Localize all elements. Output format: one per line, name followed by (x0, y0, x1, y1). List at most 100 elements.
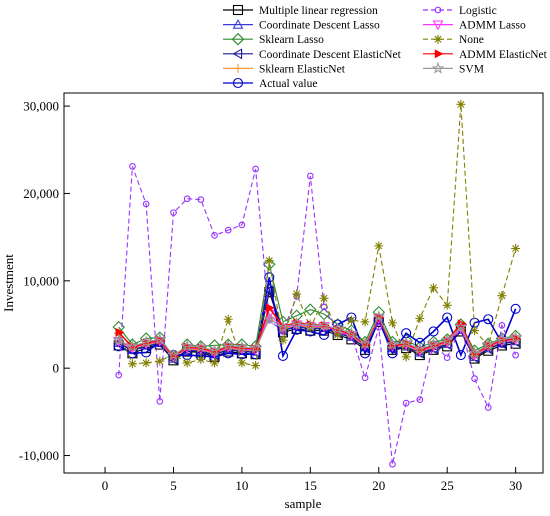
plot-area-frame (63, 92, 544, 474)
legend-item-none: None (423, 34, 484, 46)
legend-label-none: None (459, 34, 484, 46)
legend-marker-admm-elasticnet (434, 49, 444, 59)
legend-item-admm-lasso: ADMM Lasso (423, 20, 526, 32)
data-point-logistic (252, 165, 259, 173)
data-point-logistic (156, 398, 164, 405)
data-point-svm (317, 318, 331, 331)
data-point-none (442, 300, 452, 310)
data-point-svm (454, 320, 468, 333)
data-point-none (182, 358, 192, 368)
legend-label-admm-lasso: ADMM Lasso (459, 20, 526, 32)
data-point-none (429, 283, 439, 293)
data-point-svm (331, 322, 345, 335)
data-point-sklearn-lasso (304, 303, 317, 316)
data-point-logistic (197, 196, 205, 203)
legend-item-sklearn-lasso: Sklearn Lasso (223, 32, 324, 46)
series-layer (112, 99, 522, 468)
data-point-none (374, 241, 384, 251)
data-point-svm (481, 337, 495, 350)
data-point-logistic (402, 399, 410, 407)
series-svm (112, 309, 522, 361)
data-point-logistic (211, 232, 218, 239)
data-point-actual-value (510, 303, 521, 314)
data-point-none (237, 358, 247, 368)
legend-label-logistic: Logistic (459, 5, 497, 17)
data-point-none (127, 359, 137, 369)
data-point-actual-value (455, 350, 466, 361)
data-point-none (415, 313, 425, 323)
y-axis-label: Investment (1, 254, 16, 312)
legend-marker-sklearn-lasso (231, 32, 245, 46)
data-point-svm (495, 332, 509, 345)
data-point-logistic (443, 354, 451, 362)
data-point-none (278, 335, 288, 345)
legend-item-multiple-linear-regression: Multiple linear regression (223, 4, 378, 17)
legend-marker-logistic (434, 6, 442, 14)
data-point-none (346, 315, 356, 325)
legend-marker-sklearn-elasticnet (233, 63, 243, 73)
x-tick-label: 15 (304, 478, 317, 493)
data-point-actual-value (442, 312, 453, 323)
legend-marker-actual-value (232, 77, 244, 89)
data-point-actual-value (277, 350, 289, 361)
data-point-none (456, 99, 466, 109)
data-point-logistic (498, 322, 506, 329)
legend-label-sklearn-lasso: Sklearn Lasso (259, 34, 324, 46)
legend-marker-admm-lasso (432, 20, 444, 31)
data-point-none (401, 352, 411, 362)
data-point-logistic (484, 404, 492, 411)
data-point-svm (249, 341, 262, 354)
y-tick-label: 0 (53, 361, 60, 376)
data-point-svm (262, 312, 276, 325)
y-tick-label: 10,000 (23, 273, 59, 288)
data-point-none (360, 317, 370, 327)
data-point-logistic (115, 371, 123, 379)
data-point-logistic (306, 172, 314, 180)
data-point-svm (372, 309, 386, 323)
data-point-none (264, 256, 274, 266)
legend-label-coordinate-descent-lasso: Coordinate Descent Lasso (259, 20, 380, 32)
data-point-actual-value (360, 348, 371, 359)
data-point-svm (167, 348, 180, 361)
data-point-actual-value (387, 348, 398, 359)
data-point-svm (509, 330, 522, 343)
legend-marker-svm (431, 61, 445, 74)
legend-item-actual-value: Actual value (223, 77, 317, 90)
legend: Multiple linear regression Coordinate Des… (223, 4, 548, 90)
data-point-logistic (129, 163, 136, 170)
data-point-admm-elasticnet (266, 303, 275, 313)
data-point-logistic (389, 460, 396, 468)
data-point-svm (427, 337, 440, 350)
legend-item-admm-elasticnet: ADMM ElasticNet (423, 49, 548, 61)
data-point-coordinate-descent-elasticnet (263, 284, 274, 296)
legend-label-coordinate-descent-elasticnet: Coordinate Descent ElasticNet (259, 49, 402, 61)
data-point-svm (345, 326, 358, 339)
data-point-actual-value (483, 314, 494, 325)
legend-item-logistic: Logistic (423, 5, 497, 17)
data-point-svm (304, 318, 317, 331)
series-sklearn-lasso (112, 257, 522, 364)
data-point-none (497, 291, 507, 301)
data-point-actual-value (264, 272, 275, 283)
legend-item-coordinate-descent-elasticnet: Coordinate Descent ElasticNet (223, 48, 402, 61)
data-point-none (155, 356, 165, 366)
data-point-none (196, 354, 206, 364)
y-tick-label: 20,000 (23, 186, 59, 201)
legend-marker-coordinate-descent-elasticnet (232, 48, 243, 60)
data-point-svm (358, 337, 372, 350)
data-point-logistic (142, 200, 150, 208)
y-tick-label: -10,000 (19, 448, 59, 463)
data-point-logistic (361, 374, 369, 382)
legend-marker-none (433, 34, 443, 44)
data-point-logistic (183, 195, 191, 203)
data-point-logistic (416, 396, 424, 403)
data-point-logistic (471, 375, 478, 383)
data-point-svm (153, 332, 167, 345)
data-point-admm-elasticnet (115, 327, 125, 337)
data-point-none (333, 330, 343, 340)
legend-item-coordinate-descent-lasso: Coordinate Descent Lasso (223, 18, 380, 32)
data-point-none (319, 293, 329, 303)
data-point-svm (290, 316, 303, 330)
x-tick-label: 10 (235, 478, 248, 493)
